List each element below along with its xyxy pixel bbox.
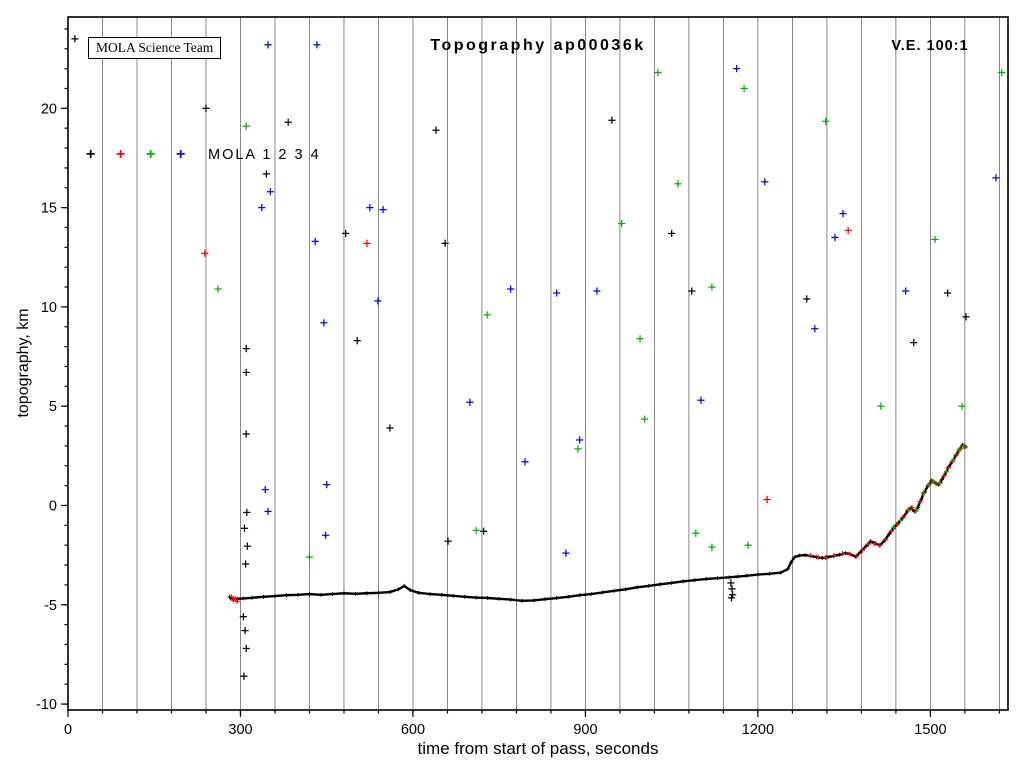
svg-text:10: 10 [41,300,57,316]
y-axis-label: topography, km [15,308,32,418]
svg-text:900: 900 [573,722,597,738]
svg-text:-5: -5 [44,598,57,614]
noise-crosses [71,35,970,680]
noise-crosses [258,41,1000,557]
svg-text:1500: 1500 [914,722,946,738]
y-tick-labels: -10 -5 0 5 10 15 20 [36,101,57,713]
svg-text:600: 600 [401,722,425,738]
profile-track [227,442,969,603]
legend-label: MOLA 1 2 3 4 [208,147,321,163]
legend-marker-mola1-icon: + [86,146,96,163]
svg-text:20: 20 [41,101,57,117]
svg-text:1200: 1200 [742,722,774,738]
x-tick-labels: 0 300 600 900 1200 1500 [64,722,947,738]
svg-text:-10: -10 [36,697,57,713]
overlay-track [890,444,967,530]
noise-crosses [214,68,1006,561]
plot-frame [67,16,1009,711]
svg-text:5: 5 [49,399,57,415]
overlay-track [228,443,967,604]
chart-title: Topography ap00036k [430,37,646,54]
svg-text:0: 0 [49,498,57,514]
legend-marker-mola3-icon: + [146,146,156,163]
gridlines [102,17,1000,710]
credit-box: MOLA Science Team [88,37,222,59]
vertical-exaggeration-label: V.E. 100:1 [891,38,969,54]
svg-text:0: 0 [64,722,72,738]
legend-marker-mola4-icon: + [176,146,186,163]
noise-crosses [201,226,852,504]
svg-text:300: 300 [228,722,252,738]
legend: + + + + MOLA 1 2 3 4 [86,146,321,164]
x-axis-label: time from start of pass, seconds [417,739,659,758]
axis-ticks [61,28,1000,717]
svg-text:15: 15 [41,201,57,217]
legend-marker-mola2-icon: + [116,146,126,163]
